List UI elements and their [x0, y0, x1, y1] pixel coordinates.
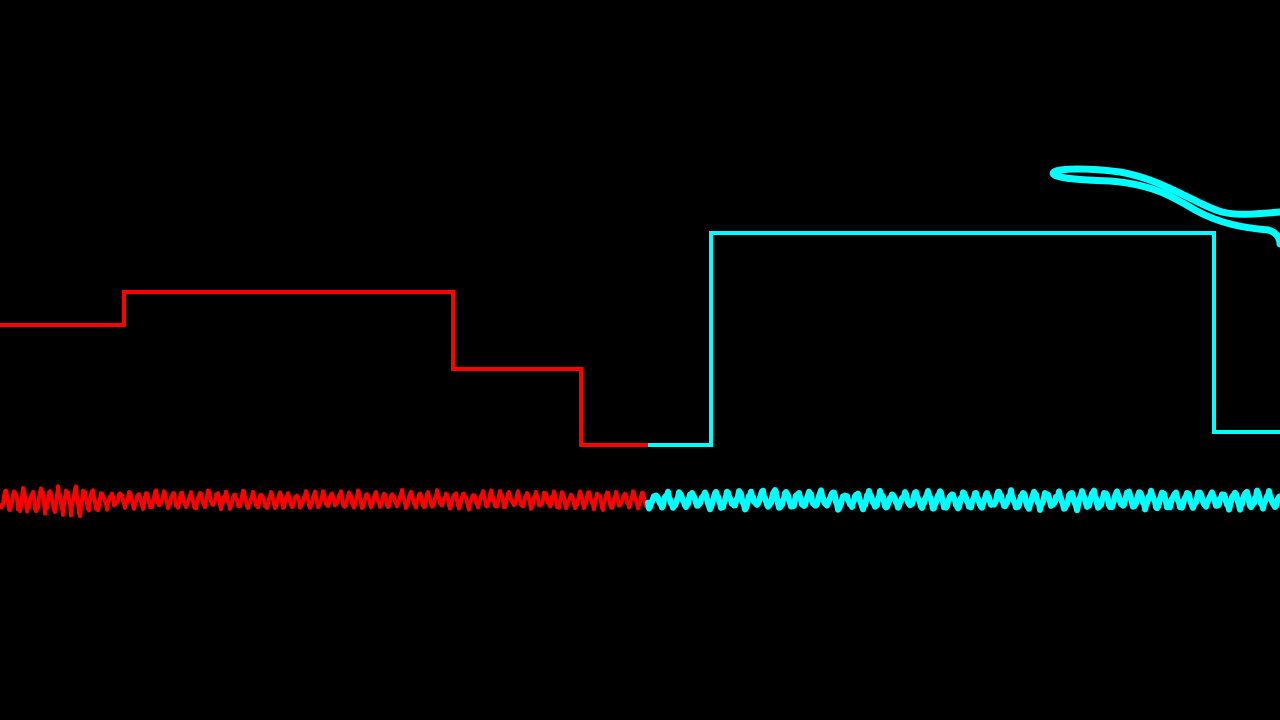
cyan-step-trace [648, 231, 1280, 447]
red-step-trace [0, 290, 648, 447]
cyan-oscillation-trace [645, 487, 1280, 514]
red-oscillation-trace [0, 484, 650, 519]
cyan-swoosh-trace [1049, 165, 1280, 248]
